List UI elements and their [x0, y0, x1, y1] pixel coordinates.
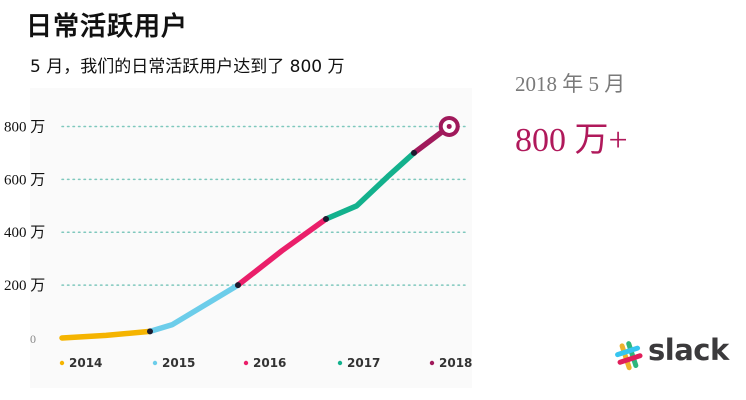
- y-tick-label: 200 万: [4, 278, 45, 294]
- highlight-value: 800 万+: [515, 122, 628, 159]
- page-subtitle: 5 月，我们的日常活跃用户达到了 800 万: [30, 57, 345, 77]
- legend-label: 2015: [162, 356, 195, 370]
- y-tick-label: 800 万: [4, 119, 45, 135]
- year-joint-point: [147, 328, 153, 335]
- slack-hash-icon: [615, 341, 643, 371]
- y-tick-label: 0: [30, 332, 36, 346]
- series-segment-2015: [147, 282, 241, 335]
- page-title: 日常活跃用户: [26, 12, 189, 42]
- series-segment-2016: [235, 216, 329, 288]
- legend-label: 2014: [69, 356, 102, 370]
- series-segment-2014: [59, 328, 153, 341]
- legend-dot-2016: [243, 360, 249, 366]
- legend-dot-2015: [152, 360, 158, 366]
- y-tick-label: 600 万: [4, 172, 45, 188]
- legend-label: 2018: [439, 356, 472, 370]
- year-joint-point: [323, 216, 329, 222]
- legend-label: 2017: [347, 356, 380, 370]
- legend-label: 2016: [253, 356, 286, 370]
- legend-dot-2017: [337, 360, 343, 366]
- series-segment-2017: [323, 150, 417, 222]
- dau-line-chart: 0 200 万 400 万 600 万 800 万 2014 2015 2016 2017 201…: [4, 115, 472, 370]
- slack-wordmark: slack: [648, 333, 729, 367]
- end-point-dot: [446, 123, 452, 129]
- year-joint-point: [235, 282, 241, 289]
- legend-dot-2018: [429, 360, 435, 366]
- legend-dot-2014: [59, 360, 65, 366]
- highlight-date: 2018 年 5 月: [515, 72, 626, 96]
- year-joint-point: [411, 149, 417, 156]
- slack-logo: slack: [612, 333, 729, 373]
- y-tick-label: 400 万: [4, 225, 45, 241]
